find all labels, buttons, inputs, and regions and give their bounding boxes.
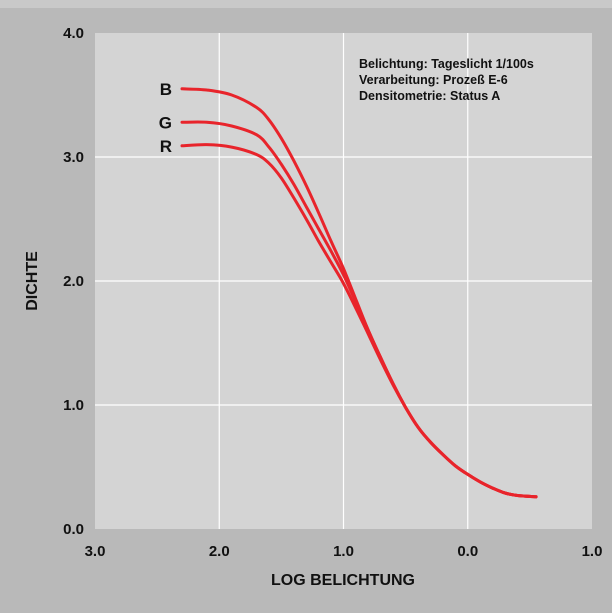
y-tick-label: 4.0 (63, 25, 84, 42)
curves (180, 87, 538, 499)
series-label-r: R (160, 137, 172, 156)
y-tick-label: 0.0 (63, 521, 84, 538)
top-strip (0, 0, 612, 8)
x-tick-label: 0.0 (457, 543, 478, 560)
series-label-g: G (159, 113, 172, 132)
x-tick-label: 2.0 (209, 543, 230, 560)
x-axis-title: LOG BELICHTUNG (271, 572, 415, 589)
x-tick-labels: 3.0 2.0 1.0 0.0 1.0 (85, 543, 603, 560)
x-tick-label: 3.0 (85, 543, 106, 560)
y-tick-label: 3.0 (63, 149, 84, 166)
series-label-b: B (160, 80, 172, 99)
x-tick-label: 1.0 (582, 543, 603, 560)
series-labels: BGR (159, 80, 172, 156)
y-axis-title: DICHTE (24, 251, 41, 311)
y-tick-labels: 0.0 1.0 2.0 3.0 4.0 (63, 25, 84, 538)
annotation-exposure: Belichtung: Tageslicht 1/100s (359, 57, 534, 71)
curve-r (180, 143, 538, 499)
y-tick-label: 1.0 (63, 397, 84, 414)
annotation-densitometry: Densitometrie: Status A (359, 89, 500, 103)
x-tick-label: 1.0 (333, 543, 354, 560)
y-tick-label: 2.0 (63, 273, 84, 290)
annotation-processing: Verarbeitung: Prozeß E-6 (359, 73, 508, 87)
grid-lines (95, 33, 592, 529)
